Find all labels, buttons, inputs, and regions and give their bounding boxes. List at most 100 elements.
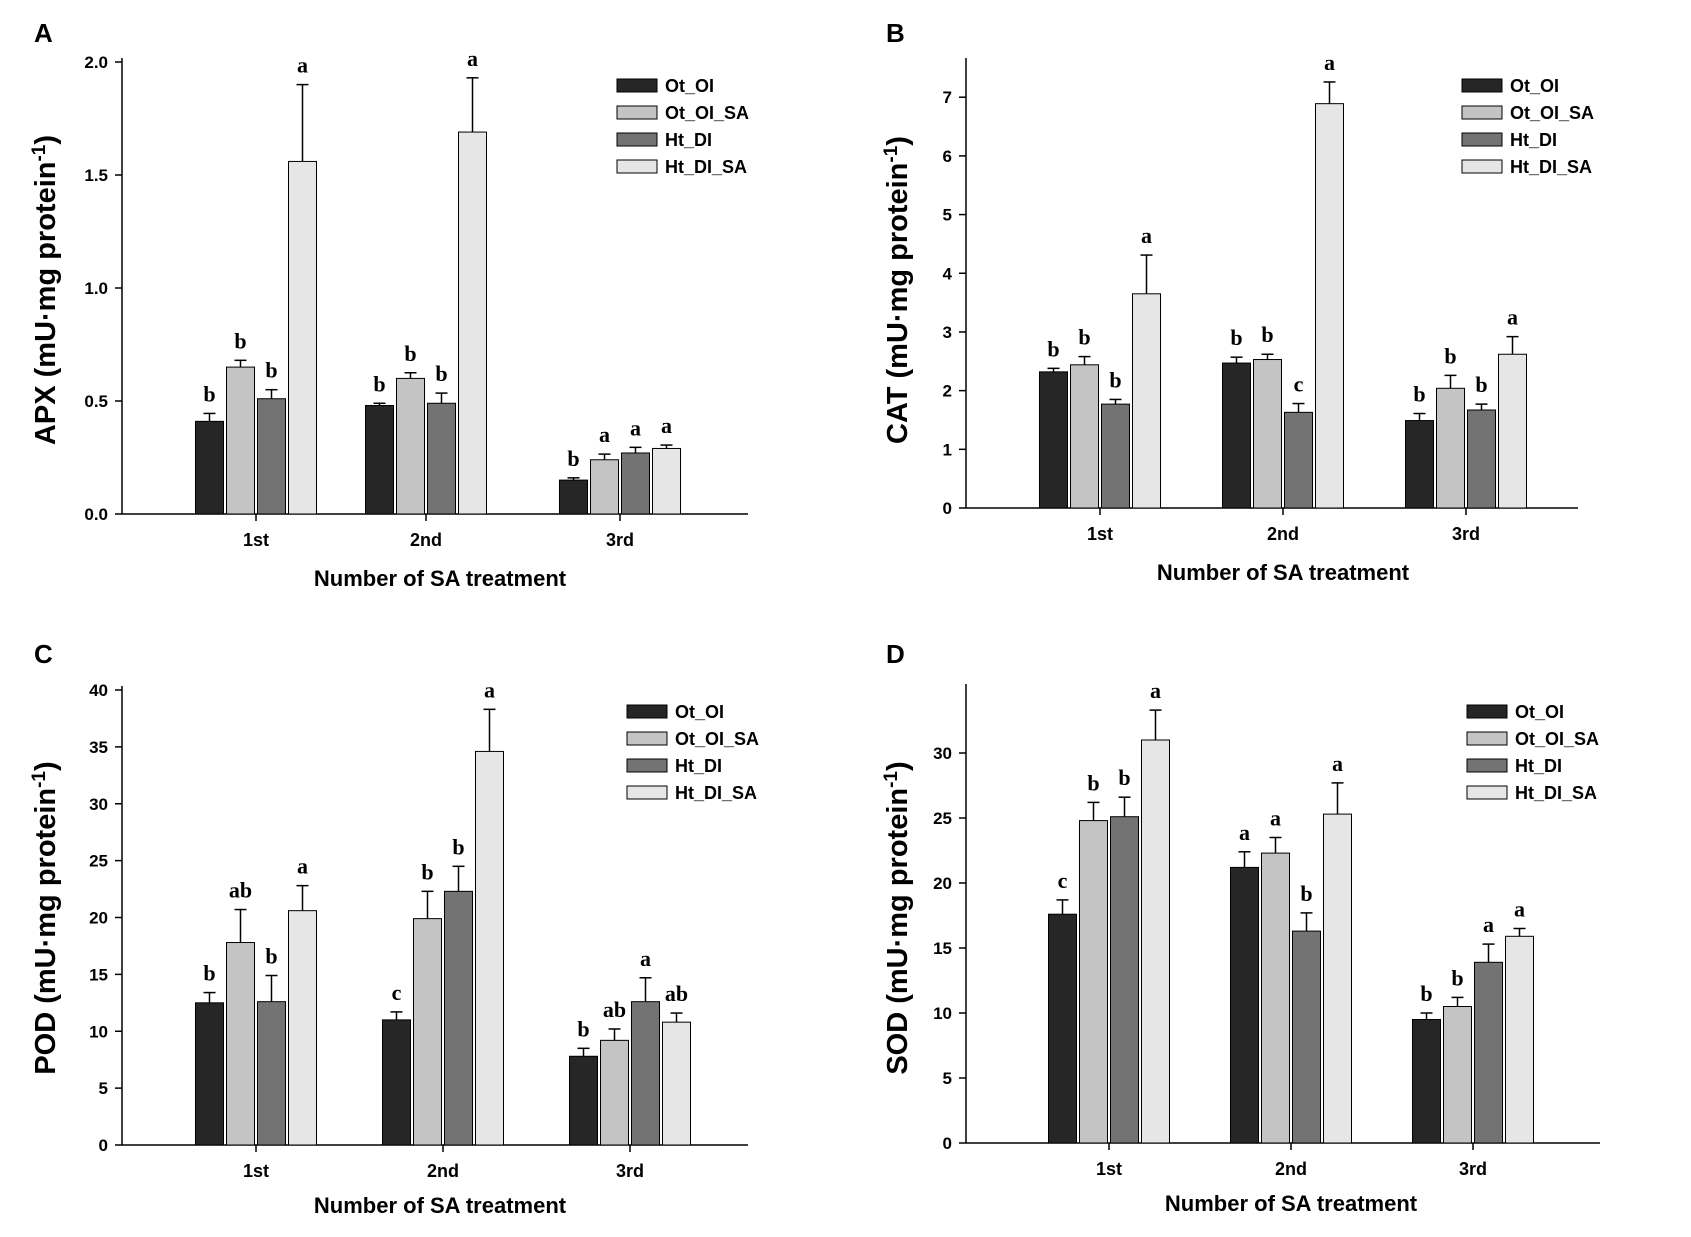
y-tick-label: 0 — [943, 1134, 952, 1153]
legend-label: Ot_OI_SA — [1510, 103, 1594, 123]
y-axis-title-superscript: -1 — [29, 144, 50, 161]
y-axis-title-main: CAT (mU·mg protein — [882, 163, 914, 444]
x-axis-title: Number of SA treatment — [1157, 560, 1410, 585]
legend-swatch — [616, 105, 658, 120]
significance-letter: ab — [229, 878, 252, 903]
significance-letter: b — [265, 358, 277, 383]
legend-swatch — [616, 132, 658, 147]
significance-letter: a — [1150, 678, 1161, 703]
bar — [1505, 935, 1534, 1144]
y-tick-label: 7 — [943, 88, 952, 107]
y-tick-label: 35 — [89, 738, 108, 757]
significance-letter: b — [567, 446, 579, 471]
bar — [1498, 353, 1527, 509]
bar — [1141, 739, 1170, 1144]
significance-letter: a — [1270, 806, 1281, 831]
significance-letter: b — [1109, 367, 1121, 392]
x-tick-label: 1st — [1087, 524, 1113, 544]
x-axis-title: Number of SA treatment — [314, 566, 567, 591]
bar — [288, 910, 317, 1146]
bar — [1443, 1006, 1472, 1144]
legend-swatch — [1466, 758, 1508, 773]
bar — [559, 479, 588, 515]
bar — [226, 942, 255, 1146]
y-axis-title-close: ) — [882, 136, 914, 146]
y-axis-title-main: POD (mU·mg protein — [30, 788, 62, 1075]
x-axis-title: Number of SA treatment — [314, 1193, 567, 1218]
y-tick-label: 1.0 — [84, 279, 108, 298]
bar — [621, 452, 650, 515]
panel-d: D 0 5 10 15 20 25 30 1st 2nd 3rd Number of SA treat… — [881, 639, 1600, 1216]
significance-letter: a — [1483, 912, 1494, 937]
y-tick-label: 3 — [943, 323, 952, 342]
x-tick-label: 1st — [1096, 1159, 1122, 1179]
bar — [1132, 293, 1161, 509]
significance-letter: c — [392, 980, 402, 1005]
legend-label: Ot_OI — [665, 76, 714, 96]
x-tick-label: 3rd — [1459, 1159, 1487, 1179]
y-tick-label: 1.5 — [84, 166, 108, 185]
bar — [1230, 866, 1259, 1144]
significance-letter: ab — [603, 997, 626, 1022]
significance-letter: b — [1118, 765, 1130, 790]
significance-letter: ab — [665, 981, 688, 1006]
y-axis-title-superscript: -1 — [881, 771, 902, 788]
significance-letter: a — [640, 946, 651, 971]
bar — [413, 918, 442, 1146]
legend-label: Ot_OI_SA — [1515, 729, 1599, 749]
significance-letter: c — [1294, 372, 1304, 397]
significance-letter: b — [203, 961, 215, 986]
bar — [600, 1039, 629, 1146]
legend-label: Ht_DI_SA — [1510, 157, 1592, 177]
bar — [1436, 387, 1465, 509]
bar — [1292, 930, 1321, 1144]
legend-swatch — [616, 78, 658, 93]
bar — [1070, 364, 1099, 509]
significance-letter: a — [1324, 50, 1335, 75]
panel-letter: B — [886, 18, 905, 48]
y-tick-label: 20 — [933, 874, 952, 893]
y-tick-label: 6 — [943, 147, 952, 166]
significance-letter: b — [421, 859, 433, 884]
y-tick-label: 10 — [933, 1004, 952, 1023]
significance-letter: b — [404, 341, 416, 366]
bar — [226, 366, 255, 515]
bar — [1079, 820, 1108, 1144]
significance-letter: b — [265, 944, 277, 969]
panel-b: B 0 1 2 3 4 5 6 7 1st 2nd 3rd Number of SA treatment… — [881, 18, 1595, 585]
y-tick-label: 30 — [89, 795, 108, 814]
y-tick-label: 2.0 — [84, 53, 108, 72]
bar — [1222, 362, 1251, 509]
significance-letter: a — [484, 677, 495, 702]
y-tick-label: 1 — [943, 440, 952, 459]
bar — [1101, 403, 1130, 509]
x-tick-label: 2nd — [427, 1161, 459, 1181]
legend-label: Ot_OI — [1515, 702, 1564, 722]
bar — [1284, 411, 1313, 509]
significance-letter: a — [1514, 897, 1525, 922]
y-tick-label: 0 — [943, 499, 952, 518]
legend-swatch — [1466, 704, 1508, 719]
bar — [1253, 359, 1282, 509]
legend-swatch — [1461, 132, 1503, 147]
x-tick-label: 3rd — [616, 1161, 644, 1181]
significance-letter: a — [599, 422, 610, 447]
bar — [590, 459, 619, 515]
significance-letter: b — [1413, 382, 1425, 407]
bar — [569, 1055, 598, 1146]
legend-label: Ht_DI_SA — [665, 157, 747, 177]
legend-label: Ht_DI_SA — [675, 783, 757, 803]
legend-swatch — [626, 731, 668, 746]
bar — [1467, 409, 1496, 509]
bar — [288, 160, 317, 515]
y-axis-title: SOD (mU·mg protein-1) — [881, 761, 915, 1074]
x-tick-label: 2nd — [1267, 524, 1299, 544]
bar — [1261, 852, 1290, 1144]
y-axis-title: CAT (mU·mg protein-1) — [881, 136, 915, 444]
bar — [382, 1019, 411, 1146]
x-tick-label: 2nd — [1275, 1159, 1307, 1179]
y-tick-label: 20 — [89, 909, 108, 928]
bar — [365, 405, 394, 515]
legend-swatch — [616, 159, 658, 174]
legend-label: Ht_DI — [675, 756, 722, 776]
